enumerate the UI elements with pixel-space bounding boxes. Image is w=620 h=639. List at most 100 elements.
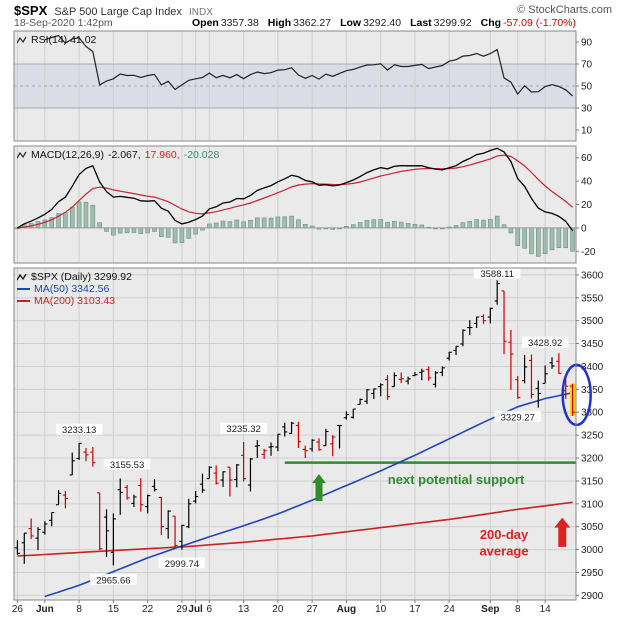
- macd-histogram-bar: [193, 227, 198, 235]
- y-axis-label: 3350: [581, 385, 604, 396]
- macd-histogram-bar: [364, 220, 370, 229]
- macd-series-icon: [17, 151, 27, 158]
- x-axis-label: 24: [444, 604, 456, 615]
- x-axis-label: 8: [515, 604, 521, 615]
- price-series-icon: [17, 273, 27, 280]
- x-axis-label: 22: [142, 604, 154, 615]
- y-axis-label: 3000: [581, 545, 604, 556]
- datetime: 18-Sep-2020 1:42pm: [14, 17, 113, 29]
- y-axis-label: -20: [581, 247, 596, 258]
- open-value: 3357.38: [220, 17, 259, 29]
- y-axis-label: 3600: [581, 270, 604, 281]
- index-name: S&P 500 Large Cap Index: [54, 6, 182, 18]
- y-axis-label: 3450: [581, 339, 604, 350]
- ma200-annotation-line2: average: [479, 543, 528, 558]
- price-legend: $SPX (Daily) 3299.92 MA(50) 3342.56 MA(2…: [17, 271, 132, 307]
- low-label: Low: [340, 17, 362, 29]
- x-axis-label: 8: [76, 604, 82, 615]
- rsi-panel-border: [13, 30, 577, 142]
- x-axis-label: 17: [409, 604, 421, 615]
- price-legend-label: $SPX (Daily) 3299.92: [31, 271, 132, 283]
- price-label: 3235.32: [226, 424, 260, 435]
- macd-hist-value: -20.028: [183, 149, 220, 161]
- y-axis-label: 90: [581, 38, 593, 49]
- y-axis-label: 30: [581, 104, 593, 115]
- y-axis-label: 3400: [581, 362, 604, 373]
- x-axis-label: 10: [375, 604, 387, 615]
- macd-histogram-bar: [275, 216, 281, 229]
- low-value: 3292.40: [363, 17, 402, 29]
- macd-histogram-bar: [536, 227, 541, 257]
- macd-histogram-bar: [522, 227, 527, 249]
- macd-histogram-bar: [556, 227, 562, 249]
- exchange: INDX: [189, 7, 213, 18]
- ma200-up-arrow: [554, 517, 571, 547]
- x-axis: 26 Jun 8 15 22 29 Jul 6 13 20 27 Aug 10 17 24 Sep 8 14: [12, 600, 551, 615]
- macd-histogram-bar: [392, 220, 397, 229]
- price-label: 2999.74: [165, 559, 199, 570]
- macd-histogram-bar: [63, 212, 68, 229]
- macd-histogram-bar: [159, 227, 164, 238]
- macd-histogram-bar: [302, 224, 308, 229]
- macd-histogram-bar: [398, 221, 404, 229]
- price-panel-content: [17, 383, 576, 598]
- price-label: 3588.11: [480, 269, 514, 280]
- open-label: Open: [191, 17, 219, 29]
- macd-histogram-bar: [152, 227, 157, 232]
- macd-histogram-bar: [529, 227, 534, 255]
- ma50-line: [44, 391, 573, 598]
- macd-histogram-bar: [515, 227, 521, 246]
- macd-histogram-bar: [494, 215, 500, 229]
- macd-histogram-bar: [542, 227, 548, 255]
- y-axis-label: 70: [581, 60, 593, 71]
- macd-histogram-bar: [172, 227, 178, 244]
- macd-histogram-bar: [124, 227, 130, 234]
- macd-histogram-bar: [213, 222, 219, 229]
- macd-histogram-bar: [104, 227, 109, 232]
- x-axis-label: 20: [272, 604, 284, 615]
- y-axis-label: 50: [581, 82, 593, 93]
- support-annotation-text: next potential support: [388, 472, 525, 487]
- y-axis-label: 3150: [581, 476, 604, 487]
- price-bars: [14, 280, 576, 566]
- ma200-swatch: [17, 300, 30, 302]
- macd-histogram-bar: [97, 222, 102, 229]
- x-axis-label: Aug: [337, 604, 356, 615]
- y-axis-label: 3300: [581, 408, 604, 419]
- high-label: High: [267, 17, 292, 29]
- ma50-swatch: [17, 288, 30, 290]
- macd-histogram-bar: [549, 227, 555, 251]
- macd-histogram-bar: [378, 219, 383, 229]
- macd-histogram-bar: [186, 227, 192, 239]
- macd-panel-border: [13, 145, 577, 264]
- symbol: $SPX: [14, 3, 48, 18]
- y-axis-label: 0: [581, 223, 587, 234]
- macd-histogram-bar: [467, 220, 473, 229]
- price-annotations: 3233.13 3155.53 3235.32 3588.11 3428.92 3329.…: [55, 267, 592, 586]
- rsi-panel: 90 70 50 30 10: [14, 31, 593, 141]
- macd-histogram-bar: [460, 222, 466, 229]
- macd-histogram-bar: [255, 217, 260, 229]
- macd-line-value: -2.067,: [107, 149, 141, 161]
- y-axis-label: 3050: [581, 522, 604, 533]
- x-axis-label: 15: [108, 604, 120, 615]
- x-axis-label: 27: [307, 604, 319, 615]
- macd-histogram-bar: [131, 227, 137, 233]
- x-axis-label: 26: [12, 604, 24, 615]
- y-axis-label: 20: [581, 200, 593, 211]
- price-label: 3155.53: [110, 460, 144, 471]
- rsi-legend: RSI(14) 41.02: [17, 34, 96, 46]
- x-axis-label: 13: [238, 604, 250, 615]
- y-axis-label: 2900: [581, 591, 604, 602]
- macd-histogram-bar: [111, 227, 116, 236]
- macd-histogram-bar: [282, 216, 288, 229]
- macd-histogram-bar: [207, 223, 212, 229]
- macd-series: [14, 147, 576, 257]
- y-axis-label: 3100: [581, 499, 604, 510]
- macd-histogram-bar: [145, 227, 150, 234]
- macd-panel: 60 40 20 0 -20: [14, 146, 596, 263]
- macd-signal-value: 17.960,: [144, 149, 180, 161]
- macd-histogram-bar: [261, 217, 267, 229]
